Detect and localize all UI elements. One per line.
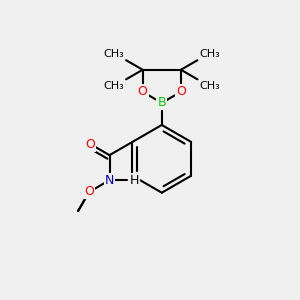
- Text: CH₃: CH₃: [104, 49, 124, 59]
- Text: CH₃: CH₃: [199, 49, 220, 59]
- Text: O: O: [84, 185, 94, 199]
- Text: O: O: [176, 85, 186, 98]
- Text: N: N: [105, 174, 114, 187]
- Text: CH₃: CH₃: [199, 81, 220, 91]
- Text: CH₃: CH₃: [104, 81, 124, 91]
- Text: O: O: [85, 138, 95, 151]
- Text: B: B: [158, 96, 166, 110]
- Text: O: O: [138, 85, 148, 98]
- Text: H: H: [130, 174, 140, 187]
